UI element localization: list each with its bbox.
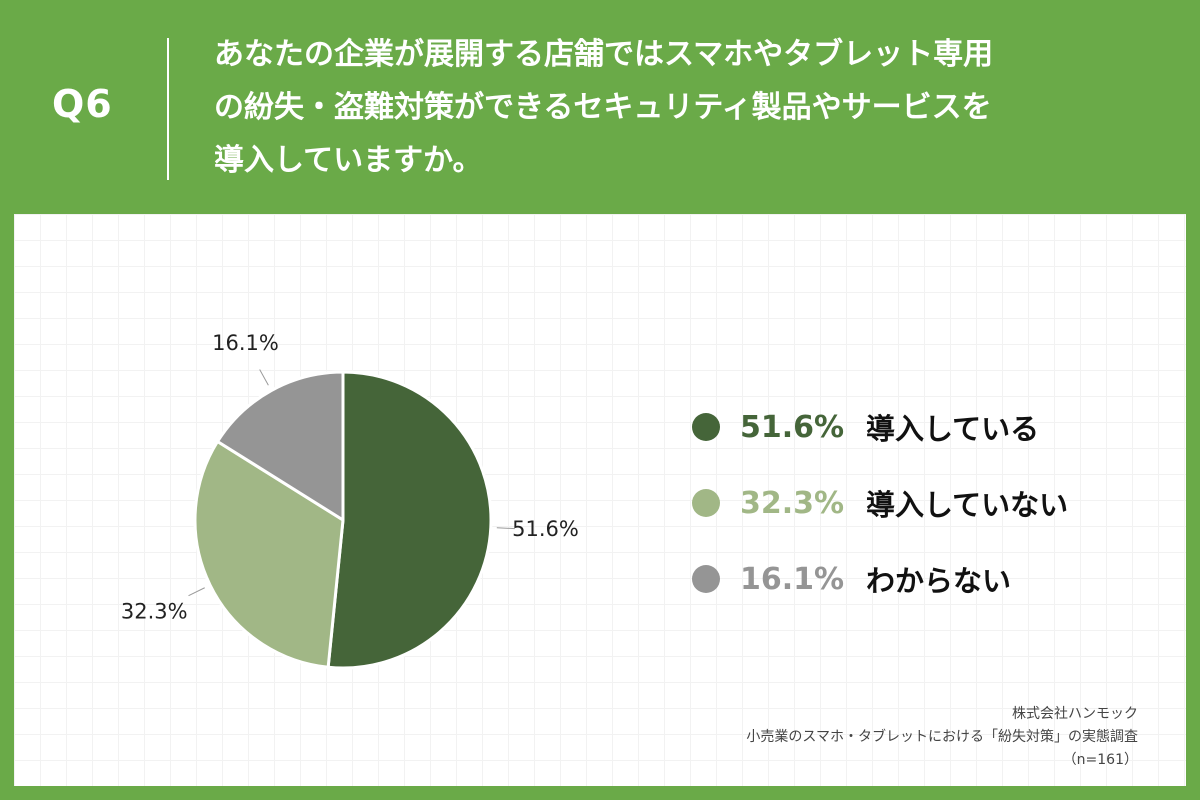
leader-line xyxy=(496,527,515,530)
leader-line xyxy=(259,369,269,386)
legend-item: 51.6% 導入している xyxy=(692,389,1068,465)
question-number: Q6 xyxy=(52,82,113,126)
legend-value: 16.1% xyxy=(740,561,845,597)
legend-value: 51.6% xyxy=(740,409,845,445)
header-banner: Q6 あなたの企業が展開する店舗ではスマホやタブレット専用 の紛失・盗難対策がで… xyxy=(0,0,1200,214)
sample-size: （n=161） xyxy=(1062,752,1138,768)
legend-dot-icon xyxy=(692,565,720,593)
company-name: 株式会社ハンモック xyxy=(1012,706,1138,722)
legend-dot-icon xyxy=(692,489,720,517)
pie-chart: 51.6% 32.3% 16.1% xyxy=(121,331,579,670)
question-text: あなたの企業が展開する店舗ではスマホやタブレット専用 の紛失・盗難対策ができるセ… xyxy=(214,28,1154,187)
survey-title: 小売業のスマホ・タブレットにおける「紛失対策」の実態調査 xyxy=(746,729,1138,745)
legend-item: 16.1% わからない xyxy=(692,541,1068,617)
legend-value: 32.3% xyxy=(740,485,845,521)
question-line: の紛失・盗難対策ができるセキュリティ製品やサービスを xyxy=(214,90,992,125)
pie-slice xyxy=(216,370,345,522)
question-line: あなたの企業が展開する店舗ではスマホやタブレット専用 xyxy=(214,37,994,72)
question-line: 導入していますか。 xyxy=(214,143,483,178)
legend-item: 32.3% 導入していない xyxy=(692,465,1068,541)
chart-panel: 51.6% 32.3% 16.1% 51.6% 導入している 32.3% 導入してい… xyxy=(14,214,1186,786)
legend: 51.6% 導入している 32.3% 導入していない 16.1% わからない xyxy=(692,389,1068,617)
slice-value-label: 51.6% xyxy=(512,517,579,541)
legend-label: 導入していない xyxy=(866,488,1069,522)
legend-dot-icon xyxy=(692,413,720,441)
pie-slice xyxy=(326,370,493,670)
leader-line xyxy=(188,587,205,597)
header-divider xyxy=(167,38,169,180)
slice-value-label: 32.3% xyxy=(121,599,188,623)
legend-label: わからない xyxy=(866,564,1012,598)
source-note: 株式会社ハンモック 小売業のスマホ・タブレットにおける「紛失対策」の実態調査 （… xyxy=(746,703,1138,772)
slice-value-label: 16.1% xyxy=(212,331,279,355)
legend-label: 導入している xyxy=(866,412,1040,446)
